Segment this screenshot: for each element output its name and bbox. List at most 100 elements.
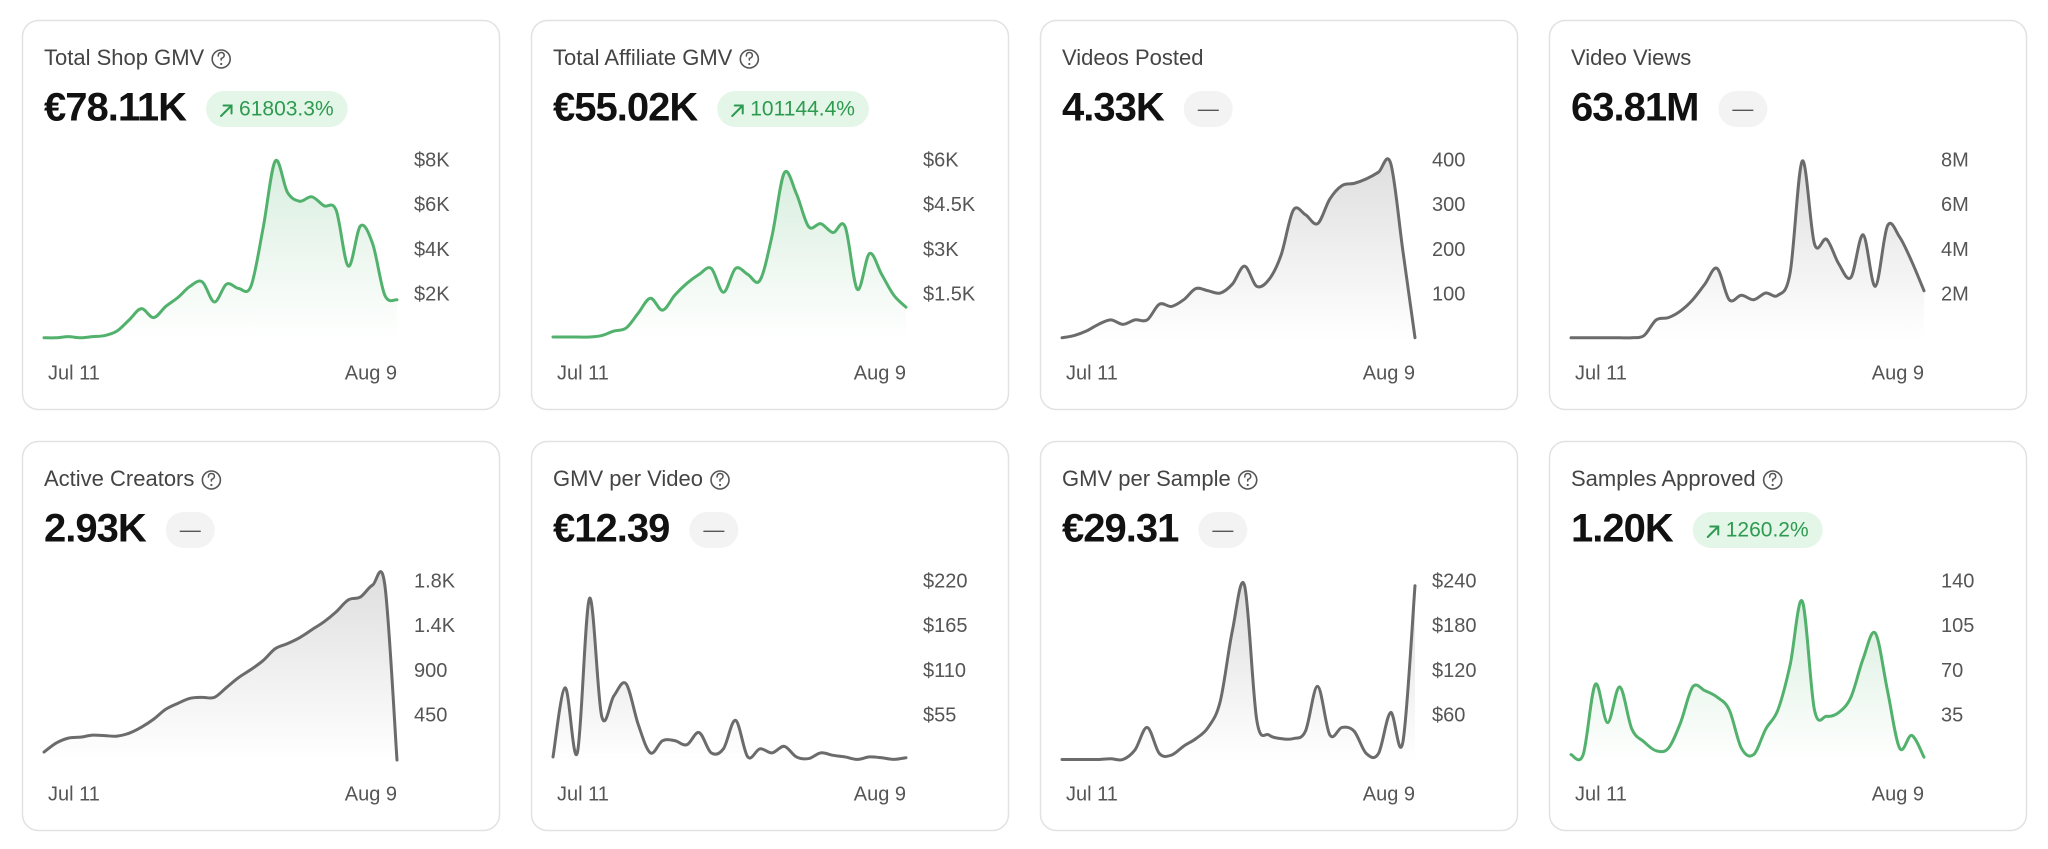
badge-bg bbox=[1183, 91, 1233, 127]
area-fill bbox=[44, 571, 397, 761]
y-tick-label: 200 bbox=[1432, 239, 1465, 261]
help-mark bbox=[745, 51, 754, 61]
series-line bbox=[1060, 581, 1417, 762]
card-title: Samples Approved bbox=[1571, 466, 1756, 491]
help-circle bbox=[1762, 470, 1783, 490]
area-fill bbox=[1571, 160, 1924, 340]
x-tick-label: Aug 9 bbox=[854, 362, 906, 384]
card-title: Total Shop GMV bbox=[44, 45, 205, 70]
x-tick-label: Aug 9 bbox=[1872, 362, 1924, 384]
change-value: — bbox=[1732, 98, 1753, 121]
y-tick-label: 4M bbox=[1941, 239, 1969, 261]
help-icon bbox=[710, 470, 730, 490]
card-title: Active Creators bbox=[44, 466, 194, 491]
badge-bg bbox=[206, 91, 348, 127]
change-badge: — bbox=[1198, 512, 1248, 548]
area-fill bbox=[553, 171, 906, 340]
trend-arrow bbox=[731, 104, 744, 117]
help-circle bbox=[710, 470, 730, 490]
change-badge: — bbox=[1183, 91, 1233, 127]
change-badge: — bbox=[1718, 91, 1768, 127]
change-value: — bbox=[1212, 519, 1233, 542]
change-value: 1260.2% bbox=[1726, 519, 1809, 542]
y-tick-label: $180 bbox=[1432, 615, 1477, 637]
y-tick-label: $8K bbox=[414, 149, 450, 171]
help-mark bbox=[1768, 472, 1777, 482]
y-tick-label: $4.5K bbox=[923, 194, 976, 216]
change-badge: 101144.4% bbox=[717, 91, 869, 127]
help-icon bbox=[1762, 470, 1783, 490]
headline-value: 1.20K bbox=[1571, 507, 1674, 551]
y-tick-label: 450 bbox=[414, 705, 447, 727]
card-title: GMV per Video bbox=[553, 466, 703, 491]
help-dot bbox=[1771, 483, 1774, 487]
area-fill bbox=[1571, 600, 1924, 761]
area-fill bbox=[1062, 582, 1415, 761]
y-tick-label: 35 bbox=[1941, 705, 1963, 727]
badge-bg bbox=[1198, 512, 1248, 548]
metric-card: Total Shop GMV €78.11K 61803.3% $2K $4K $6K $8… bbox=[21, 19, 501, 411]
card-title: Video Views bbox=[1571, 45, 1691, 70]
y-tick-label: $60 bbox=[1432, 705, 1465, 727]
help-circle bbox=[211, 49, 231, 69]
y-tick-label: 300 bbox=[1432, 194, 1465, 216]
help-mark bbox=[217, 51, 225, 61]
help-mark bbox=[1243, 472, 1252, 482]
badge-bg bbox=[165, 512, 215, 548]
change-badge: 1260.2% bbox=[1692, 512, 1823, 548]
y-tick-label: $220 bbox=[923, 570, 968, 592]
y-tick-label: $2K bbox=[414, 284, 450, 306]
help-mark bbox=[207, 472, 216, 482]
help-icon bbox=[1237, 470, 1258, 490]
y-tick-label: $240 bbox=[1432, 570, 1477, 592]
headline-value: 63.81M bbox=[1571, 86, 1698, 130]
y-tick-label: 105 bbox=[1941, 615, 1974, 637]
y-tick-label: $4K bbox=[414, 239, 450, 261]
metric-card: GMV per Video €12.39 — $55 $110 $165 $220 Jul 1… bbox=[530, 440, 1010, 832]
headline-value: 2.93K bbox=[44, 507, 147, 551]
metric-card: Total Affiliate GMV €55.02K 101144.4% $1.5K… bbox=[530, 19, 1010, 411]
badge-bg bbox=[689, 512, 739, 548]
help-dot bbox=[1246, 483, 1249, 487]
headline-value: €29.31 bbox=[1062, 507, 1179, 551]
change-badge: 61803.3% bbox=[206, 91, 348, 127]
help-icon bbox=[201, 470, 222, 490]
badge-bg bbox=[1718, 91, 1768, 127]
card-title: Videos Posted bbox=[1062, 45, 1203, 70]
y-tick-label: $165 bbox=[923, 615, 968, 637]
y-tick-label: 1.4K bbox=[414, 615, 456, 637]
change-badge: — bbox=[165, 512, 215, 548]
change-value: 61803.3% bbox=[239, 98, 334, 121]
change-value: — bbox=[703, 519, 724, 542]
x-tick-label: Aug 9 bbox=[1363, 783, 1415, 805]
y-tick-label: 8M bbox=[1941, 149, 1969, 171]
y-tick-label: 900 bbox=[414, 660, 447, 682]
series-line bbox=[1569, 159, 1926, 340]
metric-card: GMV per Sample €29.31 — $60 $120 $180 $240 Jul … bbox=[1039, 440, 1519, 832]
y-tick-label: 100 bbox=[1432, 284, 1465, 306]
change-value: — bbox=[180, 519, 201, 542]
metric-card: Active Creators 2.93K — 450 900 1.4K 1.8K Jul 1… bbox=[21, 440, 501, 832]
help-dot bbox=[718, 483, 722, 487]
card-title: Total Affiliate GMV bbox=[553, 45, 733, 70]
card-frame bbox=[1039, 440, 1519, 832]
help-circle bbox=[739, 49, 760, 69]
change-badge: — bbox=[689, 512, 739, 548]
x-tick-label: Aug 9 bbox=[1872, 783, 1924, 805]
y-tick-label: $110 bbox=[923, 660, 966, 682]
help-icon bbox=[739, 49, 760, 69]
x-tick-label: Jul 11 bbox=[1575, 362, 1627, 384]
headline-value: €12.39 bbox=[553, 507, 669, 551]
y-tick-label: $120 bbox=[1432, 660, 1477, 682]
series-line bbox=[42, 570, 399, 762]
metric-card: Samples Approved 1.20K 1260.2% 35 70 105 140 Ju… bbox=[1548, 440, 2028, 832]
x-tick-label: Aug 9 bbox=[345, 783, 397, 805]
series-line bbox=[1060, 157, 1417, 340]
metric-card: Videos Posted 4.33K — 100 200 300 400 Jul 11 Aug… bbox=[1039, 19, 1519, 411]
y-tick-label: $1.5K bbox=[923, 284, 976, 306]
help-dot bbox=[220, 62, 223, 66]
y-tick-label: $6K bbox=[414, 194, 450, 216]
help-dot bbox=[748, 62, 751, 66]
